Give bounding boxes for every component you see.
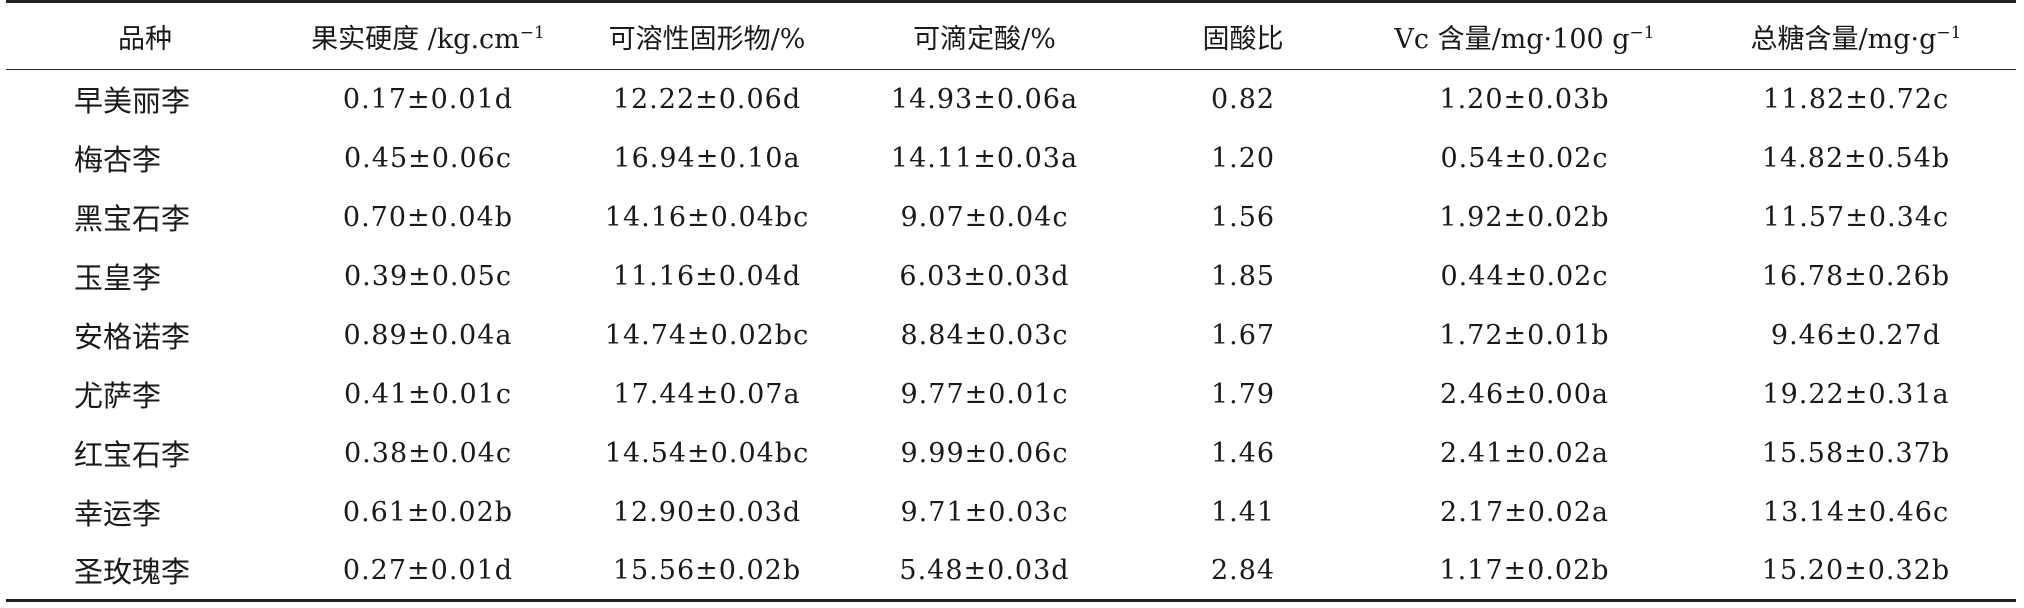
header-soluble-solids: 可溶性固形物/% [578, 0, 836, 70]
header-variety: 品种 [6, 0, 278, 70]
table-header-row: 品种 果实硬度 /kg.cm−1 可溶性固形物/% 可滴定酸/% 固酸比 Vc … [6, 0, 2016, 70]
cell-titratable-acid: 9.07±0.04c [900, 201, 1069, 233]
cell-titratable-acid: 9.71±0.03c [900, 496, 1069, 528]
cell-variety: 幸运李 [74, 497, 162, 531]
cell-vc-content: 1.72±0.01b [1439, 319, 1610, 351]
header-titratable-acid: 可滴定酸/% [836, 0, 1133, 70]
cell-titratable-acid: 5.48±0.03d [836, 541, 1133, 602]
cell-soluble-solids: 14.16±0.04bc [604, 201, 810, 233]
cell-solid-acid-ratio: 1.67 [1210, 319, 1276, 351]
header-solid-acid-ratio: 固酸比 [1133, 0, 1353, 70]
cell-total-sugar: 11.57±0.34c [1762, 201, 1950, 233]
cell-titratable-acid: 9.99±0.06c [900, 437, 1069, 469]
cell-vc-content: 0.54±0.02c [1440, 142, 1609, 174]
cell-soluble-solids: 12.22±0.06d [612, 83, 802, 115]
cell-vc-content: 0.44±0.02c [1440, 260, 1609, 292]
cell-vc-content: 1.17±0.02b [1353, 541, 1696, 602]
cell-solid-acid-ratio: 1.41 [1210, 496, 1276, 528]
cell-soluble-solids: 17.44±0.07a [613, 378, 801, 410]
cell-vc-content: 1.92±0.02b [1439, 201, 1610, 233]
header-firmness: 果实硬度 /kg.cm−1 [278, 0, 578, 70]
table-row: 黑宝石李 0.70±0.04b 14.16±0.04bc 9.07±0.04c … [6, 188, 2016, 247]
cell-soluble-solids: 11.16±0.04d [612, 260, 802, 292]
table-row: 梅杏李 0.45±0.06c 16.94±0.10a 14.11±0.03a 1… [6, 129, 2016, 188]
cell-solid-acid-ratio: 1.46 [1210, 437, 1276, 469]
cell-solid-acid-ratio: 1.85 [1210, 260, 1276, 292]
cell-total-sugar: 15.58±0.37b [1761, 437, 1951, 469]
cell-variety: 梅杏李 [74, 143, 162, 177]
cell-total-sugar: 19.22±0.31a [1762, 378, 1950, 410]
cell-titratable-acid: 8.84±0.03c [900, 319, 1069, 351]
cell-vc-content: 1.20±0.03b [1439, 83, 1610, 115]
cell-titratable-acid: 9.77±0.01c [900, 378, 1069, 410]
cell-total-sugar: 11.82±0.72c [1762, 83, 1950, 115]
cell-vc-content: 2.46±0.00a [1440, 378, 1609, 410]
table-row: 红宝石李 0.38±0.04c 14.54±0.04bc 9.99±0.06c … [6, 424, 2016, 483]
table-row: 圣玫瑰李 0.27±0.01d 15.56±0.02b 5.48±0.03d 2… [6, 541, 2016, 602]
cell-variety: 圣玫瑰李 [6, 541, 278, 602]
cell-vc-content: 2.41±0.02a [1440, 437, 1609, 469]
cell-solid-acid-ratio: 2.84 [1133, 541, 1353, 602]
cell-firmness: 0.27±0.01d [278, 541, 578, 602]
cell-titratable-acid: 14.93±0.06a [890, 83, 1079, 115]
data-table-container: 品种 果实硬度 /kg.cm−1 可溶性固形物/% 可滴定酸/% 固酸比 Vc … [6, 0, 2016, 608]
cell-variety: 玉皇李 [74, 261, 162, 295]
cell-firmness: 0.45±0.06c [344, 142, 512, 174]
cell-total-sugar: 9.46±0.27d [1770, 319, 1942, 351]
table-row: 幸运李 0.61±0.02b 12.90±0.03d 9.71±0.03c 1.… [6, 483, 2016, 542]
table-row: 早美丽李 0.17±0.01d 12.22±0.06d 14.93±0.06a … [6, 70, 2016, 129]
cell-soluble-solids: 12.90±0.03d [612, 496, 802, 528]
header-total-sugar: 总糖含量/mg·g−1 [1696, 0, 2016, 70]
cell-titratable-acid: 6.03±0.03d [899, 260, 1070, 292]
cell-firmness: 0.41±0.01c [344, 378, 512, 410]
cell-soluble-solids: 15.56±0.02b [578, 541, 836, 602]
cell-total-sugar: 15.20±0.32b [1696, 541, 2016, 602]
cell-titratable-acid: 14.11±0.03a [890, 142, 1079, 174]
table-row: 尤萨李 0.41±0.01c 17.44±0.07a 9.77±0.01c 1.… [6, 365, 2016, 424]
cell-total-sugar: 14.82±0.54b [1761, 142, 1951, 174]
cell-variety: 安格诺李 [74, 320, 191, 354]
cell-firmness: 0.70±0.04b [342, 201, 514, 233]
cell-variety: 黑宝石李 [74, 202, 191, 236]
cell-vc-content: 2.17±0.02a [1440, 496, 1609, 528]
cell-solid-acid-ratio: 1.79 [1210, 378, 1276, 410]
cell-firmness: 0.61±0.02b [342, 496, 514, 528]
cell-soluble-solids: 16.94±0.10a [613, 142, 801, 174]
table-row: 安格诺李 0.89±0.04a 14.74±0.02bc 8.84±0.03c … [6, 306, 2016, 365]
cell-firmness: 0.39±0.05c [344, 260, 512, 292]
cell-total-sugar: 16.78±0.26b [1761, 260, 1951, 292]
cell-variety: 早美丽李 [74, 84, 191, 119]
cell-variety: 尤萨李 [74, 379, 162, 413]
cell-solid-acid-ratio: 0.82 [1210, 83, 1276, 115]
cell-firmness: 0.17±0.01d [342, 83, 514, 115]
data-table: 品种 果实硬度 /kg.cm−1 可溶性固形物/% 可滴定酸/% 固酸比 Vc … [6, 0, 2016, 602]
cell-solid-acid-ratio: 1.56 [1210, 201, 1276, 233]
table-row: 玉皇李 0.39±0.05c 11.16±0.04d 6.03±0.03d 1.… [6, 247, 2016, 306]
cell-solid-acid-ratio: 1.20 [1210, 142, 1276, 174]
header-vc-content: Vc 含量/mg·100 g−1 [1353, 0, 1696, 70]
cell-variety: 红宝石李 [74, 438, 191, 472]
cell-firmness: 0.89±0.04a [343, 319, 513, 351]
cell-total-sugar: 13.14±0.46c [1762, 496, 1950, 528]
cell-soluble-solids: 14.54±0.04bc [604, 437, 810, 469]
cell-firmness: 0.38±0.04c [344, 437, 512, 469]
cell-soluble-solids: 14.74±0.02bc [604, 319, 810, 351]
